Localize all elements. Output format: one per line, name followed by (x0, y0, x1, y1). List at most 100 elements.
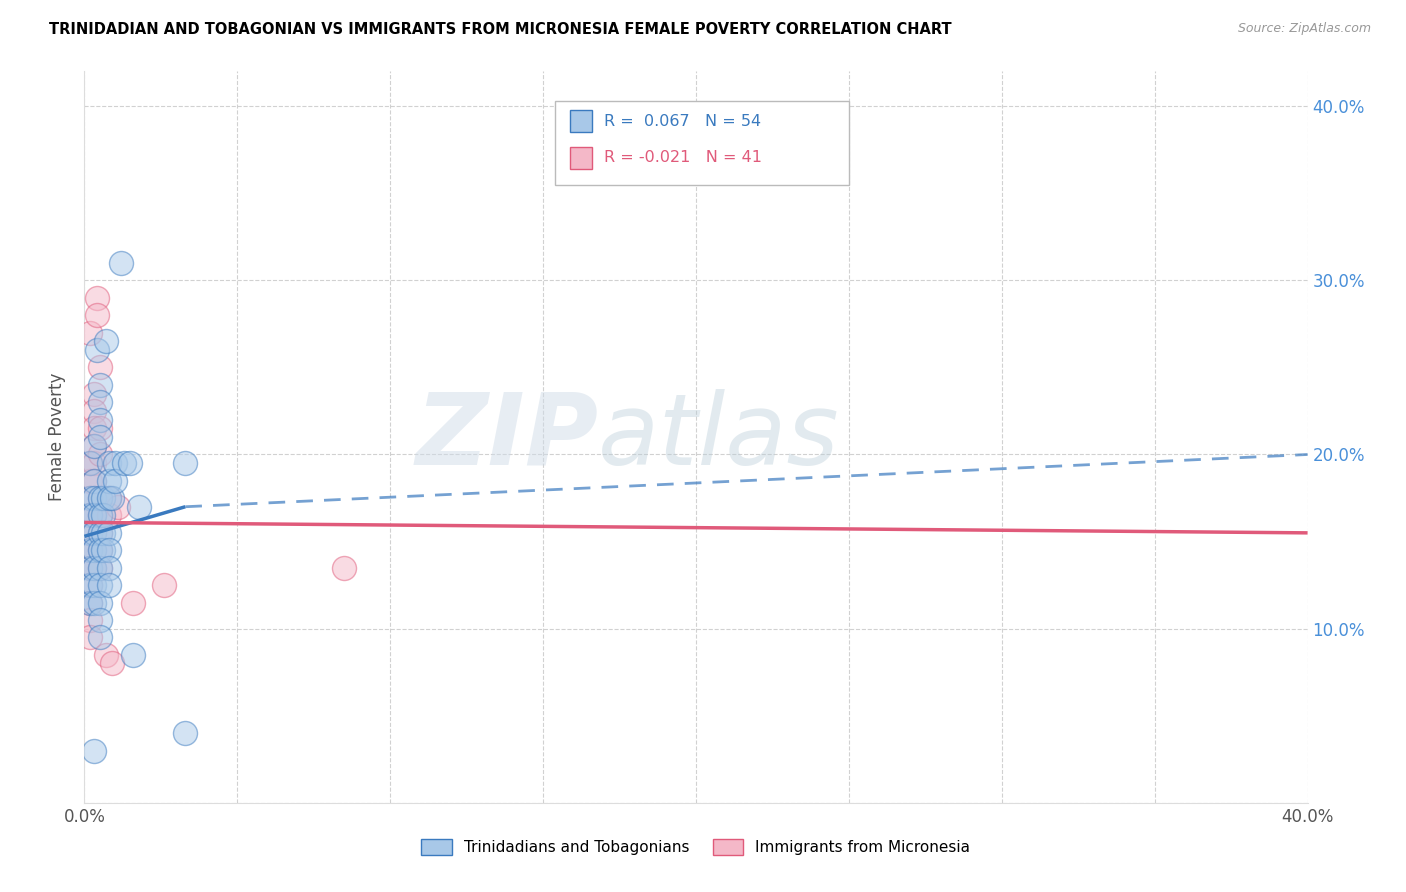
FancyBboxPatch shape (569, 146, 592, 169)
Point (89, 508, 111, 523)
Point (97, 491, 120, 505)
Point (89, 525, 111, 540)
Text: Source: ZipAtlas.com: Source: ZipAtlas.com (1237, 22, 1371, 36)
Point (83, 439, 105, 453)
Point (89, 412, 111, 426)
Point (83, 525, 105, 540)
Point (89, 421, 111, 435)
Point (122, 595, 145, 609)
Point (120, 456, 142, 470)
Point (79, 525, 101, 540)
Point (97, 508, 120, 523)
Point (79, 474, 101, 488)
Point (83, 508, 105, 523)
Point (89, 631, 111, 645)
Point (97, 543, 120, 558)
Point (89, 508, 111, 523)
Point (97, 578, 120, 592)
Point (94, 648, 117, 662)
Point (97, 491, 120, 505)
Point (79, 326, 101, 340)
Point (83, 560, 105, 574)
Point (89, 377, 111, 392)
Point (79, 578, 101, 592)
Point (89, 395, 111, 409)
Point (86, 343, 108, 357)
Point (153, 578, 176, 592)
Point (83, 543, 105, 558)
Point (101, 491, 124, 505)
Point (83, 474, 105, 488)
Point (83, 404, 105, 418)
Point (97, 525, 120, 540)
Point (79, 560, 101, 574)
Point (79, 578, 101, 592)
Point (79, 491, 101, 505)
Text: TRINIDADIAN AND TOBAGONIAN VS IMMIGRANTS FROM MICRONESIA FEMALE POVERTY CORRELAT: TRINIDADIAN AND TOBAGONIAN VS IMMIGRANTS… (49, 22, 952, 37)
Point (79, 595, 101, 609)
Text: ZIP: ZIP (415, 389, 598, 485)
Point (104, 474, 127, 488)
Point (97, 456, 120, 470)
Point (79, 508, 101, 523)
Point (104, 456, 127, 470)
Point (122, 648, 145, 662)
Point (79, 595, 101, 609)
FancyBboxPatch shape (555, 101, 849, 185)
Point (79, 525, 101, 540)
Point (174, 456, 197, 470)
Point (79, 456, 101, 470)
Point (83, 543, 105, 558)
Point (83, 491, 105, 505)
Point (89, 578, 111, 592)
Point (89, 560, 111, 574)
Point (79, 456, 101, 470)
Point (83, 525, 105, 540)
Point (128, 500, 150, 514)
Point (79, 543, 101, 558)
Point (174, 726, 197, 740)
Text: R =  0.067   N = 54: R = 0.067 N = 54 (605, 113, 762, 128)
Point (83, 508, 105, 523)
Point (112, 456, 135, 470)
Point (86, 291, 108, 305)
Point (83, 456, 105, 470)
Point (89, 430, 111, 444)
Point (83, 386, 105, 401)
Point (89, 613, 111, 627)
Point (83, 439, 105, 453)
Point (89, 448, 111, 462)
Point (86, 308, 108, 322)
Point (79, 508, 101, 523)
Point (89, 491, 111, 505)
Point (89, 560, 111, 574)
Point (91, 508, 114, 523)
Point (83, 560, 105, 574)
Point (101, 657, 124, 671)
Point (83, 474, 105, 488)
Point (110, 256, 132, 270)
Point (91, 543, 114, 558)
Text: R = -0.021   N = 41: R = -0.021 N = 41 (605, 150, 762, 165)
Point (89, 491, 111, 505)
FancyBboxPatch shape (569, 110, 592, 132)
Point (79, 543, 101, 558)
Point (89, 595, 111, 609)
Point (79, 560, 101, 574)
Y-axis label: Female Poverty: Female Poverty (48, 373, 66, 501)
Point (89, 525, 111, 540)
Point (333, 560, 356, 574)
Point (83, 578, 105, 592)
Point (79, 491, 101, 505)
Point (107, 500, 129, 514)
Point (83, 743, 105, 757)
Point (83, 595, 105, 609)
Point (94, 334, 117, 349)
Legend: Trinidadians and Tobagonians, Immigrants from Micronesia: Trinidadians and Tobagonians, Immigrants… (415, 833, 977, 861)
Point (91, 525, 114, 540)
Point (83, 421, 105, 435)
Text: atlas: atlas (598, 389, 839, 485)
Point (97, 560, 120, 574)
Point (79, 631, 101, 645)
Point (89, 360, 111, 375)
